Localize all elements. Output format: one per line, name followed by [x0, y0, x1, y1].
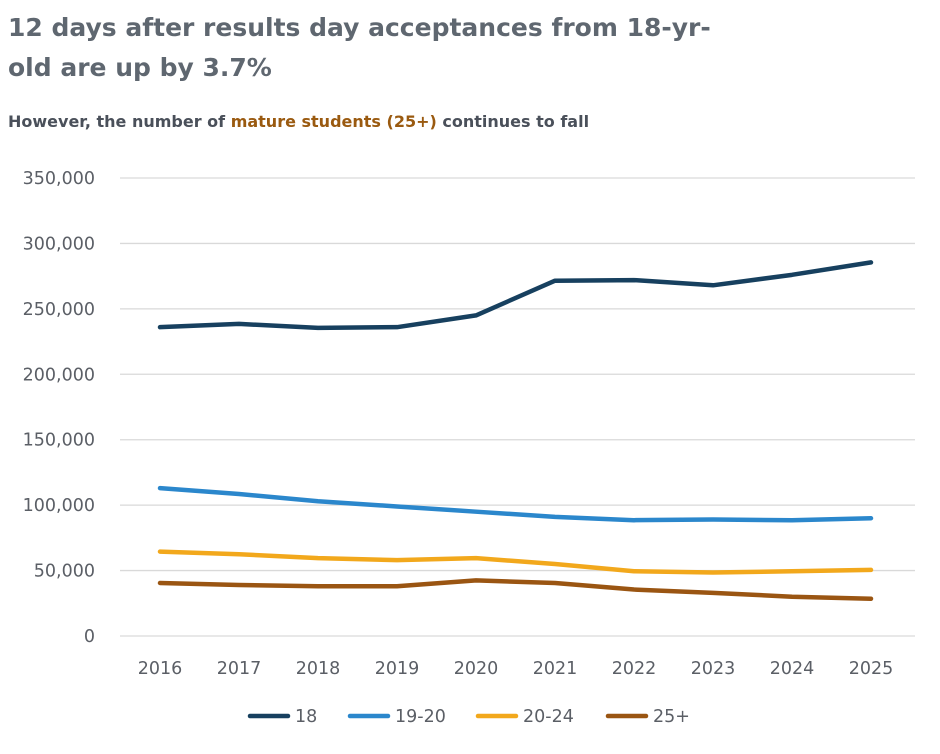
- subtitle-tail: continues to fall: [436, 112, 590, 131]
- series-line-1: [157, 485, 874, 523]
- x-tick-label: 2023: [691, 659, 736, 679]
- x-tick-label: 2019: [375, 659, 420, 679]
- x-axis-ticks: 2016 2017 2018 2019 2020 2021 2022 2023 2024 2025: [138, 659, 894, 679]
- legend-label: 25+: [653, 707, 690, 727]
- y-tick-label: 50,000: [34, 562, 95, 582]
- y-tick-label: 0: [84, 627, 95, 647]
- x-tick-label: 2022: [612, 659, 657, 679]
- gridlines: [120, 177, 915, 637]
- y-tick-label: 200,000: [23, 365, 95, 385]
- chart-title: 12 days after results day acceptances fr…: [8, 13, 711, 82]
- y-tick-label: 350,000: [23, 169, 95, 189]
- series-line-0: [157, 260, 874, 331]
- subtitle-highlight: mature students (25+): [230, 112, 437, 131]
- series-lines: [157, 260, 874, 601]
- series-line-3: [157, 578, 874, 601]
- y-tick-label: 250,000: [23, 300, 95, 320]
- x-tick-label: 2017: [217, 659, 262, 679]
- y-tick-label: 300,000: [23, 234, 95, 254]
- y-axis-ticks: 0 50,000 100,000 150,000 200,000 250,000 300,0…: [23, 169, 95, 647]
- series-line-2: [157, 549, 874, 575]
- x-tick-label: 2016: [138, 659, 183, 679]
- legend-label: 18: [295, 707, 317, 727]
- x-tick-label: 2021: [533, 659, 578, 679]
- chart-subtitle: However, the number of mature students (…: [8, 112, 589, 131]
- y-tick-label: 150,000: [23, 431, 95, 451]
- y-tick-label: 100,000: [23, 496, 95, 516]
- x-tick-label: 2024: [770, 659, 815, 679]
- x-tick-label: 2020: [454, 659, 499, 679]
- legend: 18 19-20 20-24 25+: [247, 707, 690, 727]
- legend-label: 20-24: [523, 707, 574, 727]
- legend-label: 19-20: [395, 707, 446, 727]
- x-tick-label: 2018: [296, 659, 341, 679]
- x-tick-label: 2025: [849, 659, 894, 679]
- subtitle-lead: However, the number of: [8, 112, 231, 131]
